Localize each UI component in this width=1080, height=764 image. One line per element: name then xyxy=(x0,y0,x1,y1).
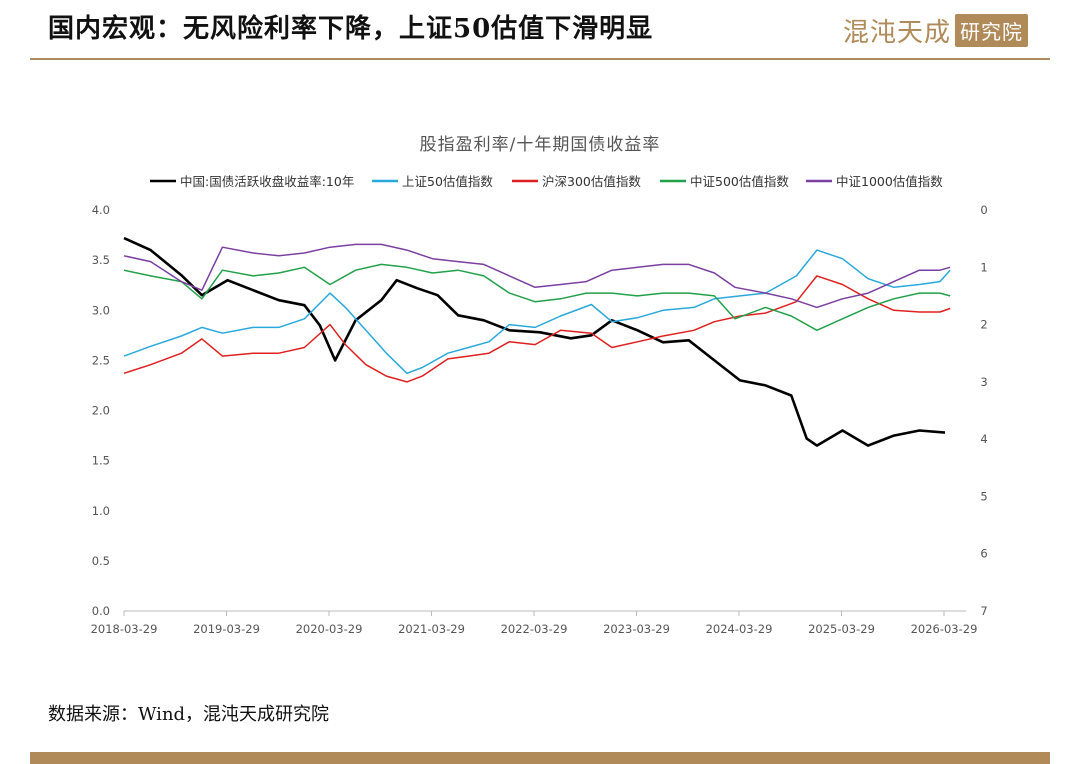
x-tick-label: 2018-03-29 xyxy=(91,622,158,636)
y-right-tick-label: 6 xyxy=(980,547,987,561)
page-title: 国内宏观：无风险利率下降，上证50估值下滑明显 xyxy=(48,14,654,44)
series-line xyxy=(123,275,951,383)
y-right-tick-label: 3 xyxy=(980,375,987,389)
x-tick-label: 2023-03-29 xyxy=(603,622,670,636)
y-right-tick-label: 5 xyxy=(980,489,987,503)
y-right-tick-label: 1 xyxy=(980,260,987,274)
legend-label: 中证500估值指数 xyxy=(690,174,789,189)
series-line xyxy=(123,243,951,309)
y-left-tick-label: 1.0 xyxy=(92,504,110,518)
legend-label: 上证50估值指数 xyxy=(402,174,493,189)
y-left-tick-label: 0.5 xyxy=(92,554,110,568)
x-tick-label: 2021-03-29 xyxy=(398,622,465,636)
y-left-tick-label: 1.5 xyxy=(92,454,110,468)
x-tick-label: 2020-03-29 xyxy=(296,622,363,636)
series-line xyxy=(123,249,951,375)
y-left-tick-label: 4.0 xyxy=(92,203,110,217)
header-divider xyxy=(30,58,1050,60)
logo-box-text: 研究院 xyxy=(955,14,1028,47)
series-line xyxy=(123,236,946,447)
legend-label: 沪深300估值指数 xyxy=(542,174,641,189)
y-left-tick-label: 3.5 xyxy=(92,253,110,267)
y-left-tick-label: 2.0 xyxy=(92,404,110,418)
legend-label: 中国:国债活跃收盘收益率:10年 xyxy=(180,174,354,189)
x-tick-label: 2026-03-29 xyxy=(911,622,978,636)
y-right-tick-label: 7 xyxy=(980,604,987,618)
chart-container: 股指盈利率/十年期国债收益率中国:国债活跃收盘收益率:10年 上证50估值指数 沪深… xyxy=(0,120,1080,650)
x-tick-label: 2025-03-29 xyxy=(808,622,875,636)
series-line xyxy=(123,263,951,332)
company-logo: 混沌天成 研究院 xyxy=(843,12,1028,49)
legend-label: 中证1000估值指数 xyxy=(836,174,943,189)
y-right-tick-label: 0 xyxy=(980,203,987,217)
data-source-note: 数据来源：Wind，混沌天成研究院 xyxy=(48,704,330,725)
footer-bar xyxy=(30,752,1050,764)
x-tick-label: 2019-03-29 xyxy=(193,622,260,636)
y-left-tick-label: 0.0 xyxy=(92,604,110,618)
y-right-tick-label: 4 xyxy=(980,432,987,446)
logo-main-text: 混沌天成 xyxy=(842,18,951,48)
x-tick-label: 2024-03-29 xyxy=(706,622,773,636)
y-left-tick-label: 2.5 xyxy=(92,353,110,367)
x-tick-label: 2022-03-29 xyxy=(501,622,568,636)
y-right-tick-label: 2 xyxy=(980,318,987,332)
y-left-tick-label: 3.0 xyxy=(92,303,110,317)
chart-title: 股指盈利率/十年期国债收益率 xyxy=(420,135,661,155)
